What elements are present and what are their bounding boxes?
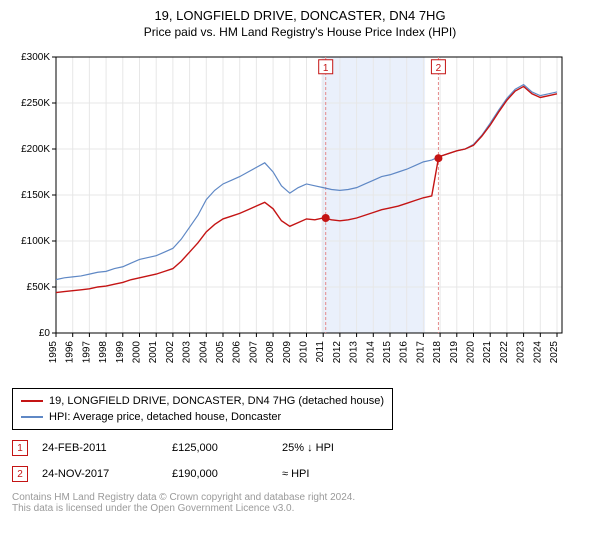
legend-label: HPI: Average price, detached house, Donc… (49, 409, 281, 425)
legend-row-hpi: HPI: Average price, detached house, Donc… (21, 409, 384, 425)
svg-text:2006: 2006 (232, 341, 243, 364)
svg-text:£300K: £300K (21, 52, 50, 63)
legend: 19, LONGFIELD DRIVE, DONCASTER, DN4 7HG … (12, 388, 393, 430)
svg-text:£100K: £100K (21, 236, 50, 247)
svg-text:£150K: £150K (21, 190, 50, 201)
price-paid-date: 24-NOV-2017 (42, 468, 172, 480)
svg-text:2013: 2013 (349, 341, 360, 364)
price-paid-delta: ≈ HPI (282, 468, 309, 480)
svg-text:£50K: £50K (27, 282, 51, 293)
footer-line2: This data is licensed under the Open Gov… (12, 503, 588, 514)
price-paid-table: 1 24-FEB-2011£125,00025% ↓ HPI 2 24-NOV-201… (12, 440, 588, 482)
svg-text:2019: 2019 (449, 341, 460, 364)
chart-title: 19, LONGFIELD DRIVE, DONCASTER, DN4 7HG … (12, 8, 588, 39)
price-paid-amount: £190,000 (172, 468, 282, 480)
svg-text:2010: 2010 (298, 341, 309, 364)
svg-text:£0: £0 (39, 328, 51, 339)
svg-text:1996: 1996 (65, 341, 76, 364)
svg-text:2017: 2017 (415, 341, 426, 364)
price-paid-date: 24-FEB-2011 (42, 442, 172, 454)
legend-swatch (21, 416, 43, 418)
price-paid-marker: 1 (12, 440, 28, 456)
svg-text:2024: 2024 (532, 341, 543, 364)
title-line2: Price paid vs. HM Land Registry's House … (12, 25, 588, 39)
footer-line1: Contains HM Land Registry data © Crown c… (12, 492, 588, 503)
svg-text:2: 2 (436, 63, 442, 74)
svg-text:2008: 2008 (265, 341, 276, 364)
svg-text:2002: 2002 (165, 341, 176, 364)
svg-text:1995: 1995 (48, 341, 59, 364)
svg-text:1999: 1999 (115, 341, 126, 364)
svg-text:2007: 2007 (248, 341, 259, 364)
svg-text:2001: 2001 (148, 341, 159, 364)
svg-text:1: 1 (323, 63, 329, 74)
legend-row-property: 19, LONGFIELD DRIVE, DONCASTER, DN4 7HG … (21, 393, 384, 409)
price-paid-row: 2 24-NOV-2017£190,000≈ HPI (12, 466, 588, 482)
svg-text:1997: 1997 (81, 341, 92, 364)
svg-text:2014: 2014 (365, 341, 376, 364)
svg-text:2011: 2011 (315, 341, 326, 363)
svg-text:2020: 2020 (465, 341, 476, 364)
svg-text:2022: 2022 (499, 341, 510, 364)
svg-text:2009: 2009 (282, 341, 293, 364)
svg-text:2012: 2012 (332, 341, 343, 364)
legend-swatch (21, 400, 43, 402)
chart-area: £0 £50K £100K £150K £200K £250K £300K 1995 1996 1… (12, 47, 588, 382)
svg-text:2021: 2021 (482, 341, 493, 364)
svg-text:2004: 2004 (198, 341, 209, 364)
svg-text:2025: 2025 (549, 341, 560, 364)
svg-text:2016: 2016 (399, 341, 410, 364)
title-line1: 19, LONGFIELD DRIVE, DONCASTER, DN4 7HG (12, 8, 588, 23)
legend-label: 19, LONGFIELD DRIVE, DONCASTER, DN4 7HG … (49, 393, 384, 409)
price-paid-delta: 25% ↓ HPI (282, 442, 334, 454)
svg-text:2005: 2005 (215, 341, 226, 364)
svg-text:2003: 2003 (182, 341, 193, 364)
svg-text:£250K: £250K (21, 98, 50, 109)
svg-text:2018: 2018 (432, 341, 443, 364)
price-paid-amount: £125,000 (172, 442, 282, 454)
price-paid-row: 1 24-FEB-2011£125,00025% ↓ HPI (12, 440, 588, 456)
svg-text:2000: 2000 (131, 341, 142, 364)
svg-text:1998: 1998 (98, 341, 109, 364)
footer: Contains HM Land Registry data © Crown c… (12, 492, 588, 514)
svg-text:2015: 2015 (382, 341, 393, 364)
price-paid-marker: 2 (12, 466, 28, 482)
svg-text:2023: 2023 (516, 341, 527, 364)
svg-text:£200K: £200K (21, 144, 50, 155)
line-chart: £0 £50K £100K £150K £200K £250K £300K 1995 1996 1… (12, 47, 572, 377)
